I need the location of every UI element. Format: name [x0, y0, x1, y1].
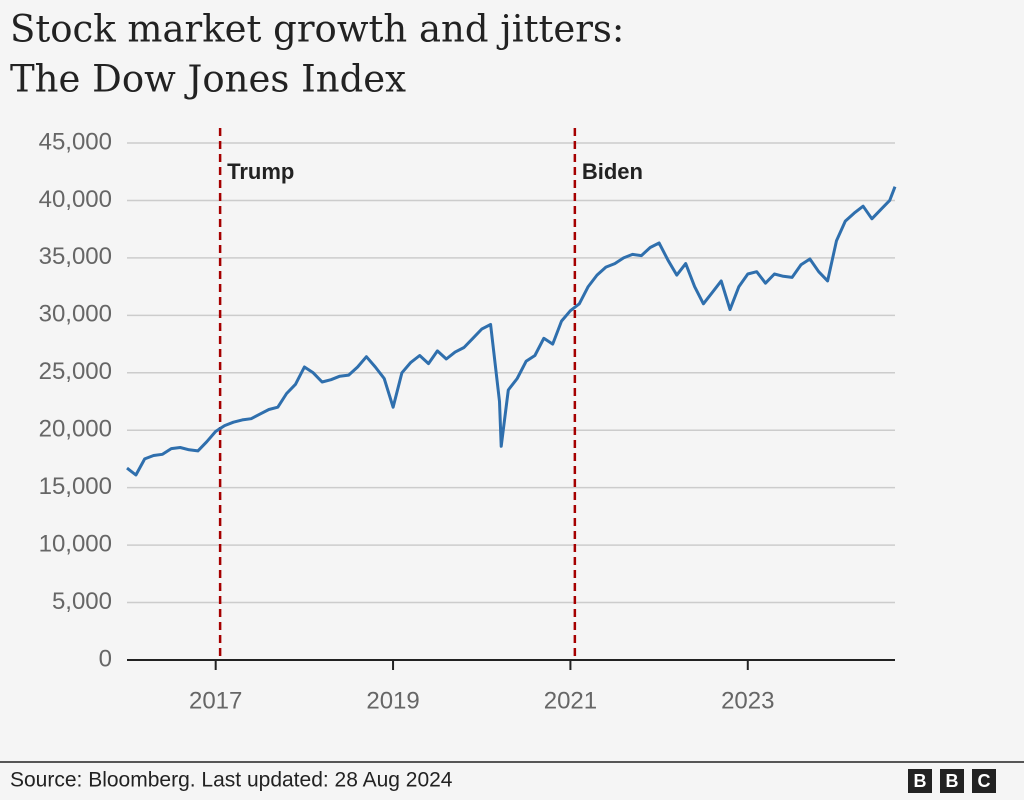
source: Source: Bloomberg. Last updated: 28 Aug …: [10, 769, 453, 792]
y-tick-label: 15,000: [39, 473, 112, 500]
x-tick-label: 2023: [721, 687, 774, 714]
data-line: [126, 186, 897, 477]
y-tick-label: 25,000: [39, 358, 112, 385]
y-tick-label: 0: [99, 645, 112, 672]
y-tick-label: 35,000: [39, 243, 112, 270]
x-tick-label: 2021: [544, 687, 597, 714]
x-tick-label: 2019: [366, 687, 419, 714]
y-tick-label: 20,000: [39, 416, 112, 443]
y-tick-label: 30,000: [39, 301, 112, 328]
logo: BBC: [914, 771, 991, 791]
logo-box: [972, 769, 996, 793]
logo-box: [908, 769, 932, 793]
y-tick-label: 5,000: [52, 588, 112, 615]
y-tick-label: 45,000: [39, 128, 112, 155]
logo-box: [940, 769, 964, 793]
annotation-label: Trump: [227, 159, 294, 184]
annotation-label: Biden: [582, 159, 643, 184]
chart-title: The Dow Jones Index: [10, 58, 406, 101]
y-tick-label: 40,000: [39, 186, 112, 213]
chart-title: Stock market growth and jitters:: [10, 8, 624, 51]
x-tick-label: 2017: [189, 687, 242, 714]
y-tick-label: 10,000: [39, 530, 112, 557]
